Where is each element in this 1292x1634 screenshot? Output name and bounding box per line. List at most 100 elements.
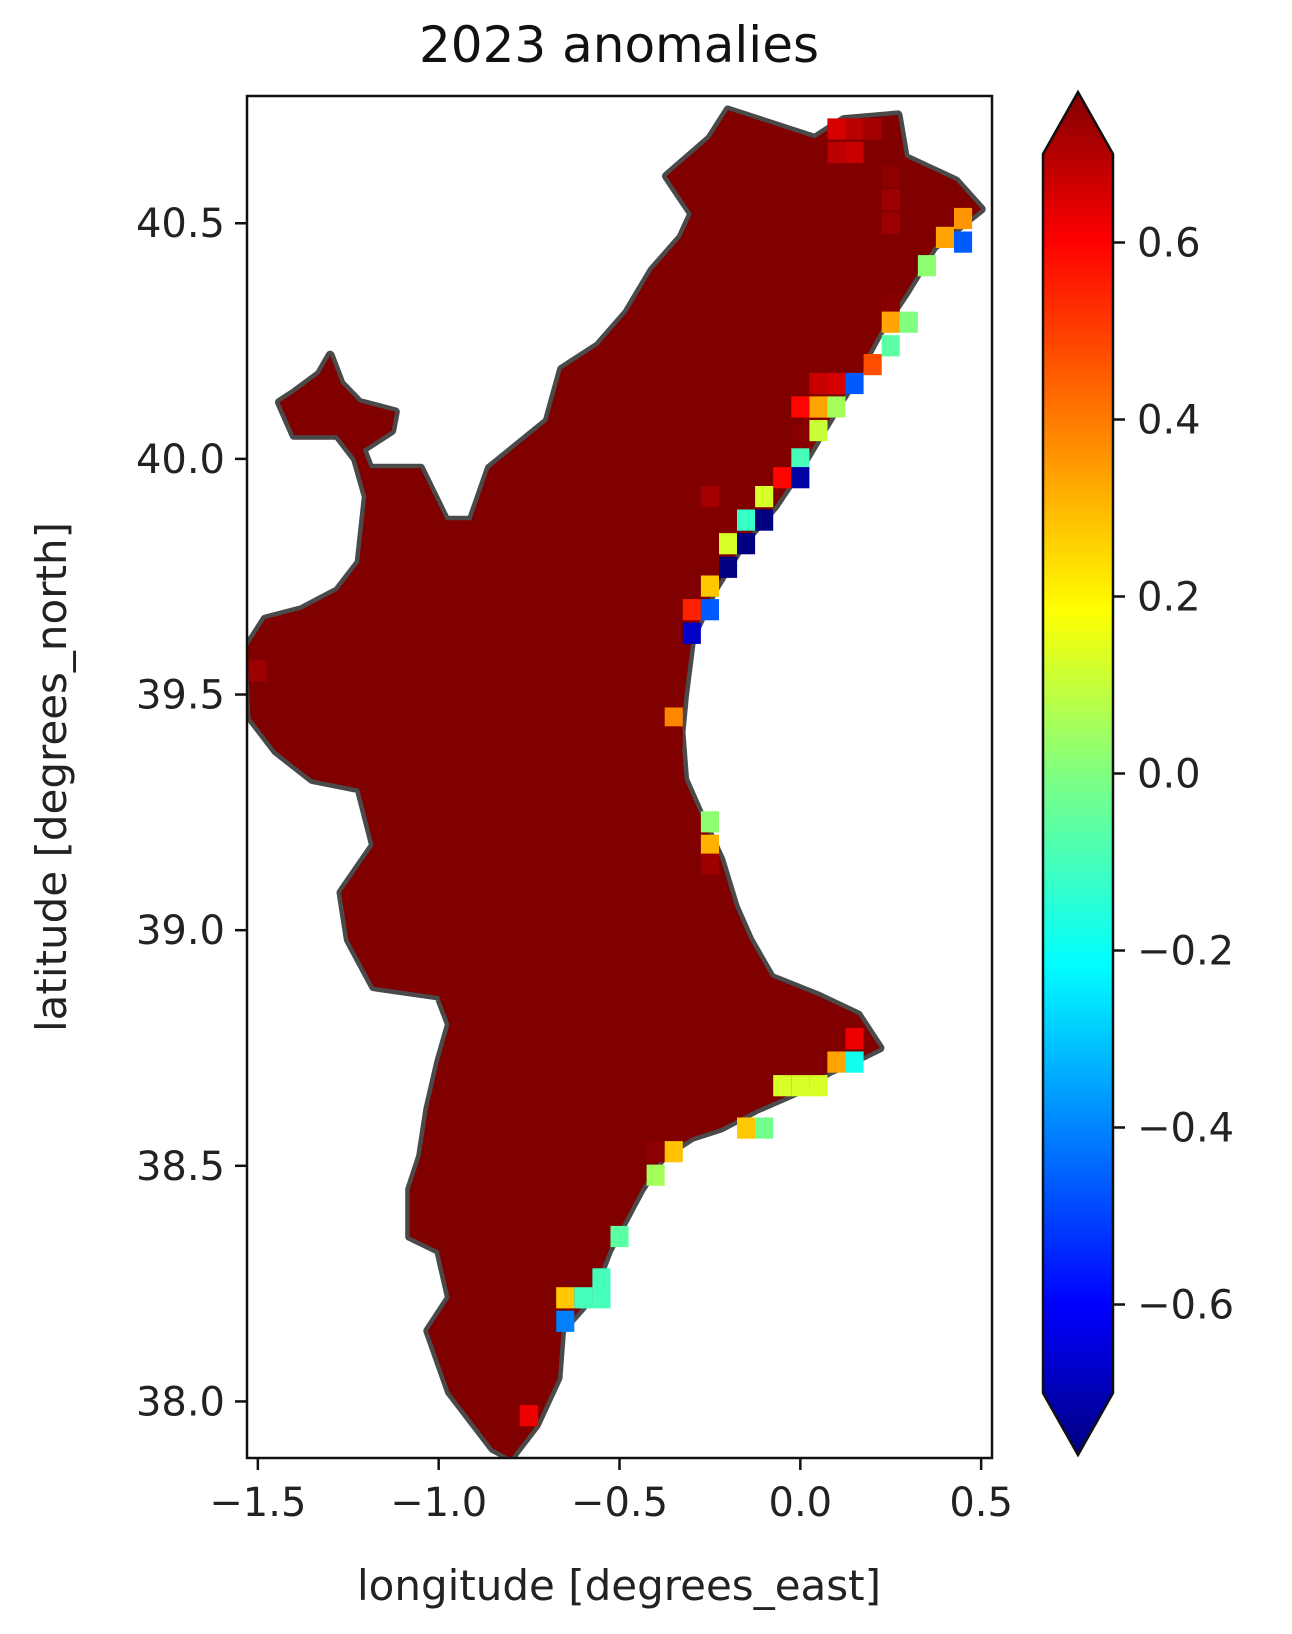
anomaly-cell — [755, 509, 774, 531]
plot-area — [247, 105, 986, 1458]
anomaly-cell — [646, 683, 665, 706]
anomaly-cell — [845, 141, 864, 164]
anomaly-cell — [664, 1141, 683, 1163]
anomaly-cell — [773, 396, 792, 418]
anomaly-cell — [592, 1268, 611, 1290]
anomaly-cell — [881, 189, 900, 211]
x-tick-label: −1.0 — [390, 1480, 487, 1526]
anomaly-cell — [592, 1287, 611, 1309]
anomaly-cell — [809, 372, 828, 395]
anomaly-cell — [556, 1287, 575, 1309]
anomaly-cell — [700, 811, 719, 833]
anomaly-cell — [881, 292, 900, 314]
anomaly-cell — [682, 599, 701, 621]
colorbar-tick-label: 0.2 — [1137, 575, 1201, 621]
anomaly-cell — [646, 726, 665, 748]
anomaly-cell — [628, 683, 647, 706]
anomaly-cell — [646, 660, 665, 682]
anomaly-cell — [827, 141, 846, 164]
anomaly-cell — [809, 396, 828, 418]
x-tick-label: −1.5 — [209, 1480, 306, 1526]
anomaly-cell — [791, 467, 810, 489]
anomaly-cell — [646, 1164, 665, 1186]
anomaly-cell — [520, 1405, 539, 1427]
anomaly-cell — [791, 396, 810, 418]
anomaly-cell — [791, 448, 810, 470]
colorbar-tick-label: −0.2 — [1137, 929, 1234, 975]
chart-title: 2023 anomalies — [419, 16, 819, 74]
y-tick-label: 39.5 — [136, 673, 225, 719]
anomaly-cell — [935, 226, 954, 248]
anomaly-cell — [881, 311, 900, 333]
anomaly-cell — [791, 1075, 810, 1097]
colorbar-tick-label: 0.4 — [1137, 398, 1201, 444]
anomaly-cell — [556, 1310, 575, 1332]
anomaly-cell — [845, 1051, 864, 1073]
anomaly-cell — [809, 1075, 828, 1097]
y-tick-label: 40.0 — [136, 437, 225, 483]
y-tick-label: 38.0 — [136, 1379, 225, 1425]
y-tick-label: 40.5 — [136, 201, 225, 247]
x-tick-label: 0.5 — [949, 1480, 1013, 1526]
y-tick-label: 39.0 — [136, 908, 225, 954]
anomaly-cell — [827, 118, 846, 140]
region-fill — [247, 110, 982, 1458]
anomaly-cell — [248, 660, 267, 682]
anomaly-cell — [863, 354, 882, 376]
anomaly-cell — [845, 118, 864, 140]
colorbar: −0.6 −0.4 −0.2 0.0 0.2 0.4 0.6 — [1041, 89, 1234, 1458]
anomaly-cell — [755, 486, 774, 508]
colorbar-body — [1041, 89, 1115, 1458]
anomaly-cell — [700, 834, 719, 856]
x-tick-label: 0.0 — [769, 1480, 833, 1526]
anomaly-cell — [700, 575, 719, 597]
anomaly-cell — [863, 141, 882, 164]
x-tick-label: −0.5 — [571, 1480, 668, 1526]
anomaly-cell — [719, 533, 738, 555]
colorbar-tick-label: −0.4 — [1137, 1106, 1234, 1152]
anomaly-cell — [700, 853, 719, 875]
anomaly-cell — [827, 372, 846, 395]
anomaly-cell — [791, 424, 810, 446]
anomaly-cell — [700, 486, 719, 508]
anomaly-cell — [737, 533, 756, 555]
anomaly-cell — [682, 622, 701, 644]
anomaly-cell — [737, 424, 756, 446]
x-axis: −1.5 −1.0 −0.5 0.0 0.5 — [209, 1458, 1013, 1526]
y-tick-label: 38.5 — [136, 1144, 225, 1190]
anomaly-cell — [755, 1117, 774, 1139]
anomaly-cell — [610, 1225, 629, 1248]
anomaly-cell — [954, 231, 973, 253]
anomaly-cell — [881, 212, 900, 234]
anomaly-cell — [863, 240, 882, 263]
colorbar-tick-label: −0.6 — [1137, 1283, 1234, 1329]
anomaly-cell — [827, 396, 846, 418]
anomaly-cell — [574, 1287, 593, 1309]
anomaly-cell — [664, 726, 683, 748]
y-axis-title: latitude [degrees_north] — [27, 522, 76, 1032]
anomaly-cell — [954, 207, 973, 230]
anomaly-cell — [646, 1141, 665, 1163]
anomaly-cell — [827, 1051, 846, 1073]
anomaly-cell — [845, 354, 864, 376]
anomaly-cell — [845, 372, 864, 395]
anomaly-cell — [881, 165, 900, 187]
anomaly-cell — [664, 707, 683, 729]
anomaly-cell — [845, 1028, 864, 1050]
anomaly-cell — [917, 255, 936, 277]
anomaly-cell — [845, 259, 864, 281]
colorbar-ticks: −0.6 −0.4 −0.2 0.0 0.2 0.4 0.6 — [1113, 221, 1234, 1329]
anomaly-cell — [899, 311, 918, 333]
anomaly-cell — [719, 556, 738, 578]
anomaly-cell — [773, 467, 792, 489]
anomaly-cell — [737, 509, 756, 531]
y-axis: 38.0 38.5 39.0 39.5 40.0 40.5 — [136, 201, 247, 1425]
anomaly-cell — [628, 707, 647, 729]
anomaly-cell — [737, 1117, 756, 1139]
colorbar-tick-label: 0.0 — [1137, 752, 1201, 798]
anomaly-cell — [773, 1075, 792, 1097]
anomaly-cell — [809, 420, 828, 442]
anomaly-cell — [881, 335, 900, 357]
